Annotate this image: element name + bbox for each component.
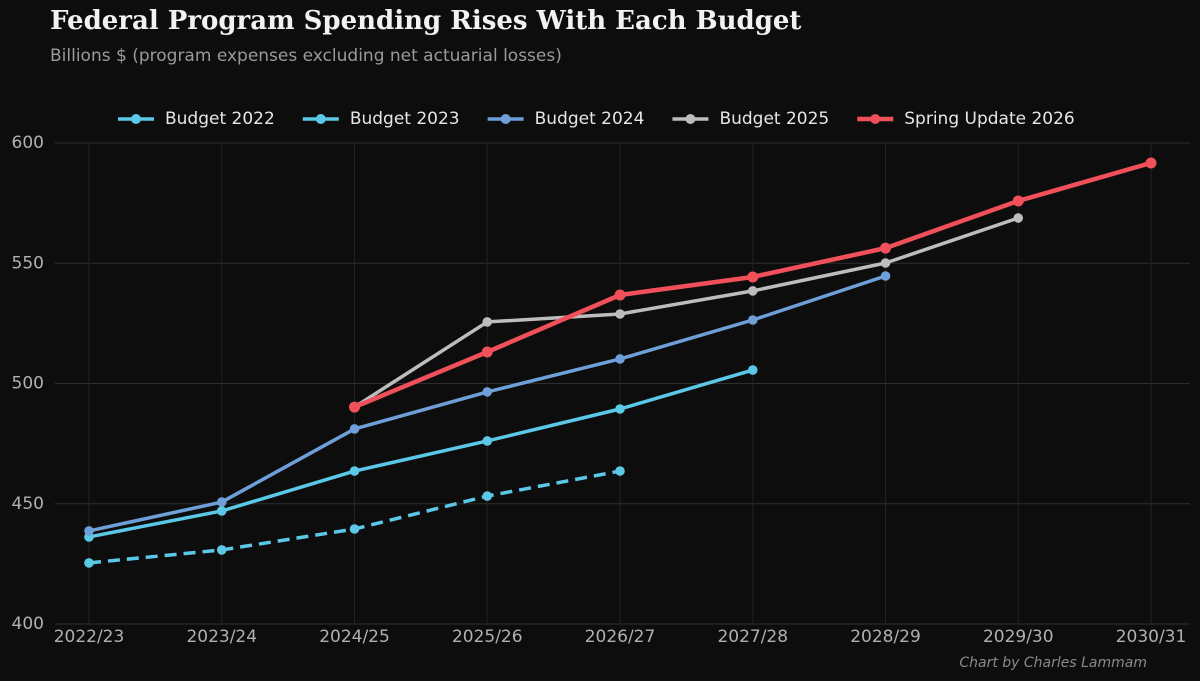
legend-label: Budget 2022 — [165, 109, 275, 129]
data-point — [482, 387, 493, 397]
x-tick-label: 2030/31 — [1116, 627, 1187, 647]
legend-marker — [315, 114, 326, 124]
chart-title: Federal Program Spending Rises With Each… — [50, 6, 801, 36]
data-point — [747, 365, 758, 375]
data-point — [349, 466, 360, 476]
data-point — [349, 524, 360, 534]
data-point — [349, 424, 360, 434]
x-tick-label: 2026/27 — [585, 627, 656, 647]
data-point — [747, 286, 758, 296]
x-tick-label: 2027/28 — [717, 627, 788, 647]
data-point — [880, 242, 891, 254]
data-point — [614, 289, 626, 301]
data-point — [482, 491, 493, 501]
data-point — [349, 401, 360, 413]
data-point — [1145, 157, 1157, 169]
y-tick-label: 600 — [12, 133, 44, 153]
y-tick-label: 400 — [12, 614, 44, 634]
legend-marker — [870, 114, 881, 124]
data-point — [482, 436, 493, 446]
data-point — [216, 545, 227, 555]
data-point — [747, 315, 758, 325]
data-point — [747, 271, 759, 283]
x-tick-label: 2024/25 — [319, 627, 390, 647]
y-tick-label: 450 — [12, 494, 44, 514]
data-point — [482, 317, 493, 327]
y-tick-label: 550 — [12, 253, 44, 273]
legend-label: Budget 2024 — [535, 109, 645, 129]
data-point — [1012, 195, 1024, 207]
data-point — [216, 506, 227, 516]
data-point — [615, 309, 625, 319]
legend-label: Budget 2025 — [719, 109, 829, 129]
x-tick-label: 2023/24 — [186, 627, 257, 647]
x-tick-label: 2029/30 — [983, 627, 1054, 647]
credit: Chart by Charles Lammam — [959, 655, 1147, 671]
x-tick-label: 2028/29 — [850, 627, 921, 647]
data-point — [880, 258, 891, 268]
y-tick-label: 500 — [12, 374, 44, 394]
series-line — [88, 368, 754, 539]
series-line — [353, 216, 1019, 409]
x-tick-label: 2022/23 — [54, 627, 125, 647]
chart-subtitle: Billions $ (program expenses excluding n… — [50, 46, 562, 66]
data-point — [84, 558, 94, 568]
data-point — [1013, 213, 1024, 223]
legend-marker — [685, 114, 696, 124]
legend-marker — [500, 114, 511, 124]
data-point — [216, 497, 227, 507]
data-point — [615, 354, 625, 364]
data-point — [615, 466, 625, 476]
legend-label: Spring Update 2026 — [904, 109, 1075, 129]
legend-marker — [131, 114, 141, 124]
data-point — [615, 404, 625, 414]
legend-label: Budget 2023 — [350, 109, 460, 129]
data-point — [481, 346, 493, 358]
data-point — [880, 271, 891, 281]
data-point — [84, 526, 94, 536]
x-tick-label: 2025/26 — [452, 627, 523, 647]
